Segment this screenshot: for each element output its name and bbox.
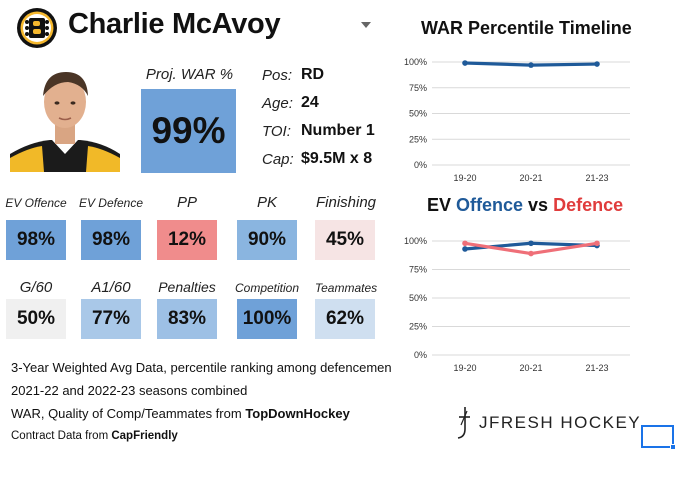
x-tick-label: 21-23 (585, 173, 608, 183)
data-point (528, 62, 534, 68)
war-timeline-chart: 0% 25% 50% 75% 100% 19-20 20-21 21-23 (404, 57, 630, 183)
topdownhockey-link[interactable]: TopDownHockey (245, 406, 350, 421)
data-point (528, 240, 534, 247)
jfresh-brand: JFRESH HOCKEY (453, 405, 641, 441)
data-point (528, 250, 534, 257)
y-tick-label: 0% (414, 160, 427, 170)
x-tick-label: 21-23 (585, 363, 608, 373)
player-headshot (10, 62, 120, 172)
stat-value: 77% (81, 299, 141, 339)
stat-value: 50% (6, 299, 66, 339)
info-label: Pos: (262, 67, 293, 84)
y-tick-label: 75% (409, 83, 427, 93)
data-point (462, 240, 468, 247)
stat-label: Teammates (314, 281, 378, 295)
stat-label: Penalties (158, 279, 216, 295)
stat-label: A1/60 (91, 279, 131, 296)
info-value: RD (301, 66, 325, 83)
info-value: $9.5M x 8 (301, 150, 373, 167)
selection-resize-handle[interactable] (670, 444, 676, 450)
footnote-contract-prefix: Contract Data from (11, 430, 112, 442)
proj-war-value: 99% (141, 89, 236, 173)
stat-value: 98% (6, 220, 66, 260)
stat-value: 90% (237, 220, 297, 260)
info-value: 24 (301, 94, 319, 111)
footnote-war-prefix: WAR, Quality of Comp/Teammates from (11, 406, 246, 421)
title-part-defence: Defence (553, 195, 624, 215)
stat-value: 62% (315, 299, 375, 339)
stat-label: PP (176, 194, 197, 211)
footnote-methodology: 3-Year Weighted Avg Data, percentile ran… (11, 360, 392, 375)
ev-offence-defence-chart: 0% 25% 50% 75% 100% 19-20 20-21 21-23 (404, 236, 630, 373)
player-name: Charlie McAvoy (68, 8, 281, 40)
title-part: EV (427, 195, 457, 215)
info-label: TOI: (262, 123, 291, 140)
proj-war-label: Proj. WAR % (145, 66, 234, 83)
data-point (462, 60, 468, 66)
footnote-seasons: 2021-22 and 2022-23 seasons combined (11, 383, 248, 398)
data-point (594, 240, 600, 247)
x-tick-label: 19-20 (453, 173, 476, 183)
data-point (594, 61, 600, 67)
y-tick-label: 50% (409, 109, 427, 119)
x-tick-label: 20-21 (519, 173, 542, 183)
footnote-war-source: WAR, Quality of Comp/Teammates from TopD… (11, 406, 350, 421)
y-tick-label: 100% (404, 236, 427, 246)
chart-title-ev-offence-defence: EV Offence vs Defence (427, 195, 623, 216)
info-label: Cap: (262, 151, 294, 168)
stat-label: G/60 (19, 279, 53, 296)
stat-value: 12% (157, 220, 217, 260)
y-tick-label: 0% (414, 350, 427, 360)
capfriendly-link[interactable]: CapFriendly (111, 430, 178, 442)
stat-label: Competition (234, 281, 300, 295)
brand-name: JFRESH HOCKEY (479, 413, 642, 432)
y-tick-label: 50% (409, 293, 427, 303)
stat-label: EV Defence (78, 196, 144, 210)
jfresh-logo-icon (457, 407, 470, 439)
y-tick-label: 25% (409, 322, 427, 332)
title-part-offence: Offence (456, 195, 524, 215)
chart-title-war-timeline: WAR Percentile Timeline (421, 18, 632, 38)
x-tick-label: 20-21 (519, 363, 542, 373)
cell-selection-box[interactable] (641, 425, 674, 448)
y-tick-label: 25% (409, 134, 427, 144)
title-part: vs (523, 195, 554, 215)
caret-down-icon[interactable] (361, 22, 371, 28)
y-tick-label: 100% (404, 57, 427, 67)
stat-label: EV Offence (5, 196, 67, 210)
footnote-contract-source: Contract Data from CapFriendly (11, 430, 178, 442)
info-label: Age: (262, 95, 293, 112)
bruins-logo-icon (17, 8, 57, 48)
stat-value: 100% (237, 299, 297, 339)
info-value: Number 1 (301, 122, 375, 139)
stat-value: 45% (315, 220, 375, 260)
stat-value: 98% (81, 220, 141, 260)
stat-label: Finishing (315, 194, 377, 211)
x-tick-label: 19-20 (453, 363, 476, 373)
y-tick-label: 75% (409, 265, 427, 275)
stat-value: 83% (157, 299, 217, 339)
data-point (462, 246, 468, 252)
stat-label: PK (256, 194, 277, 211)
